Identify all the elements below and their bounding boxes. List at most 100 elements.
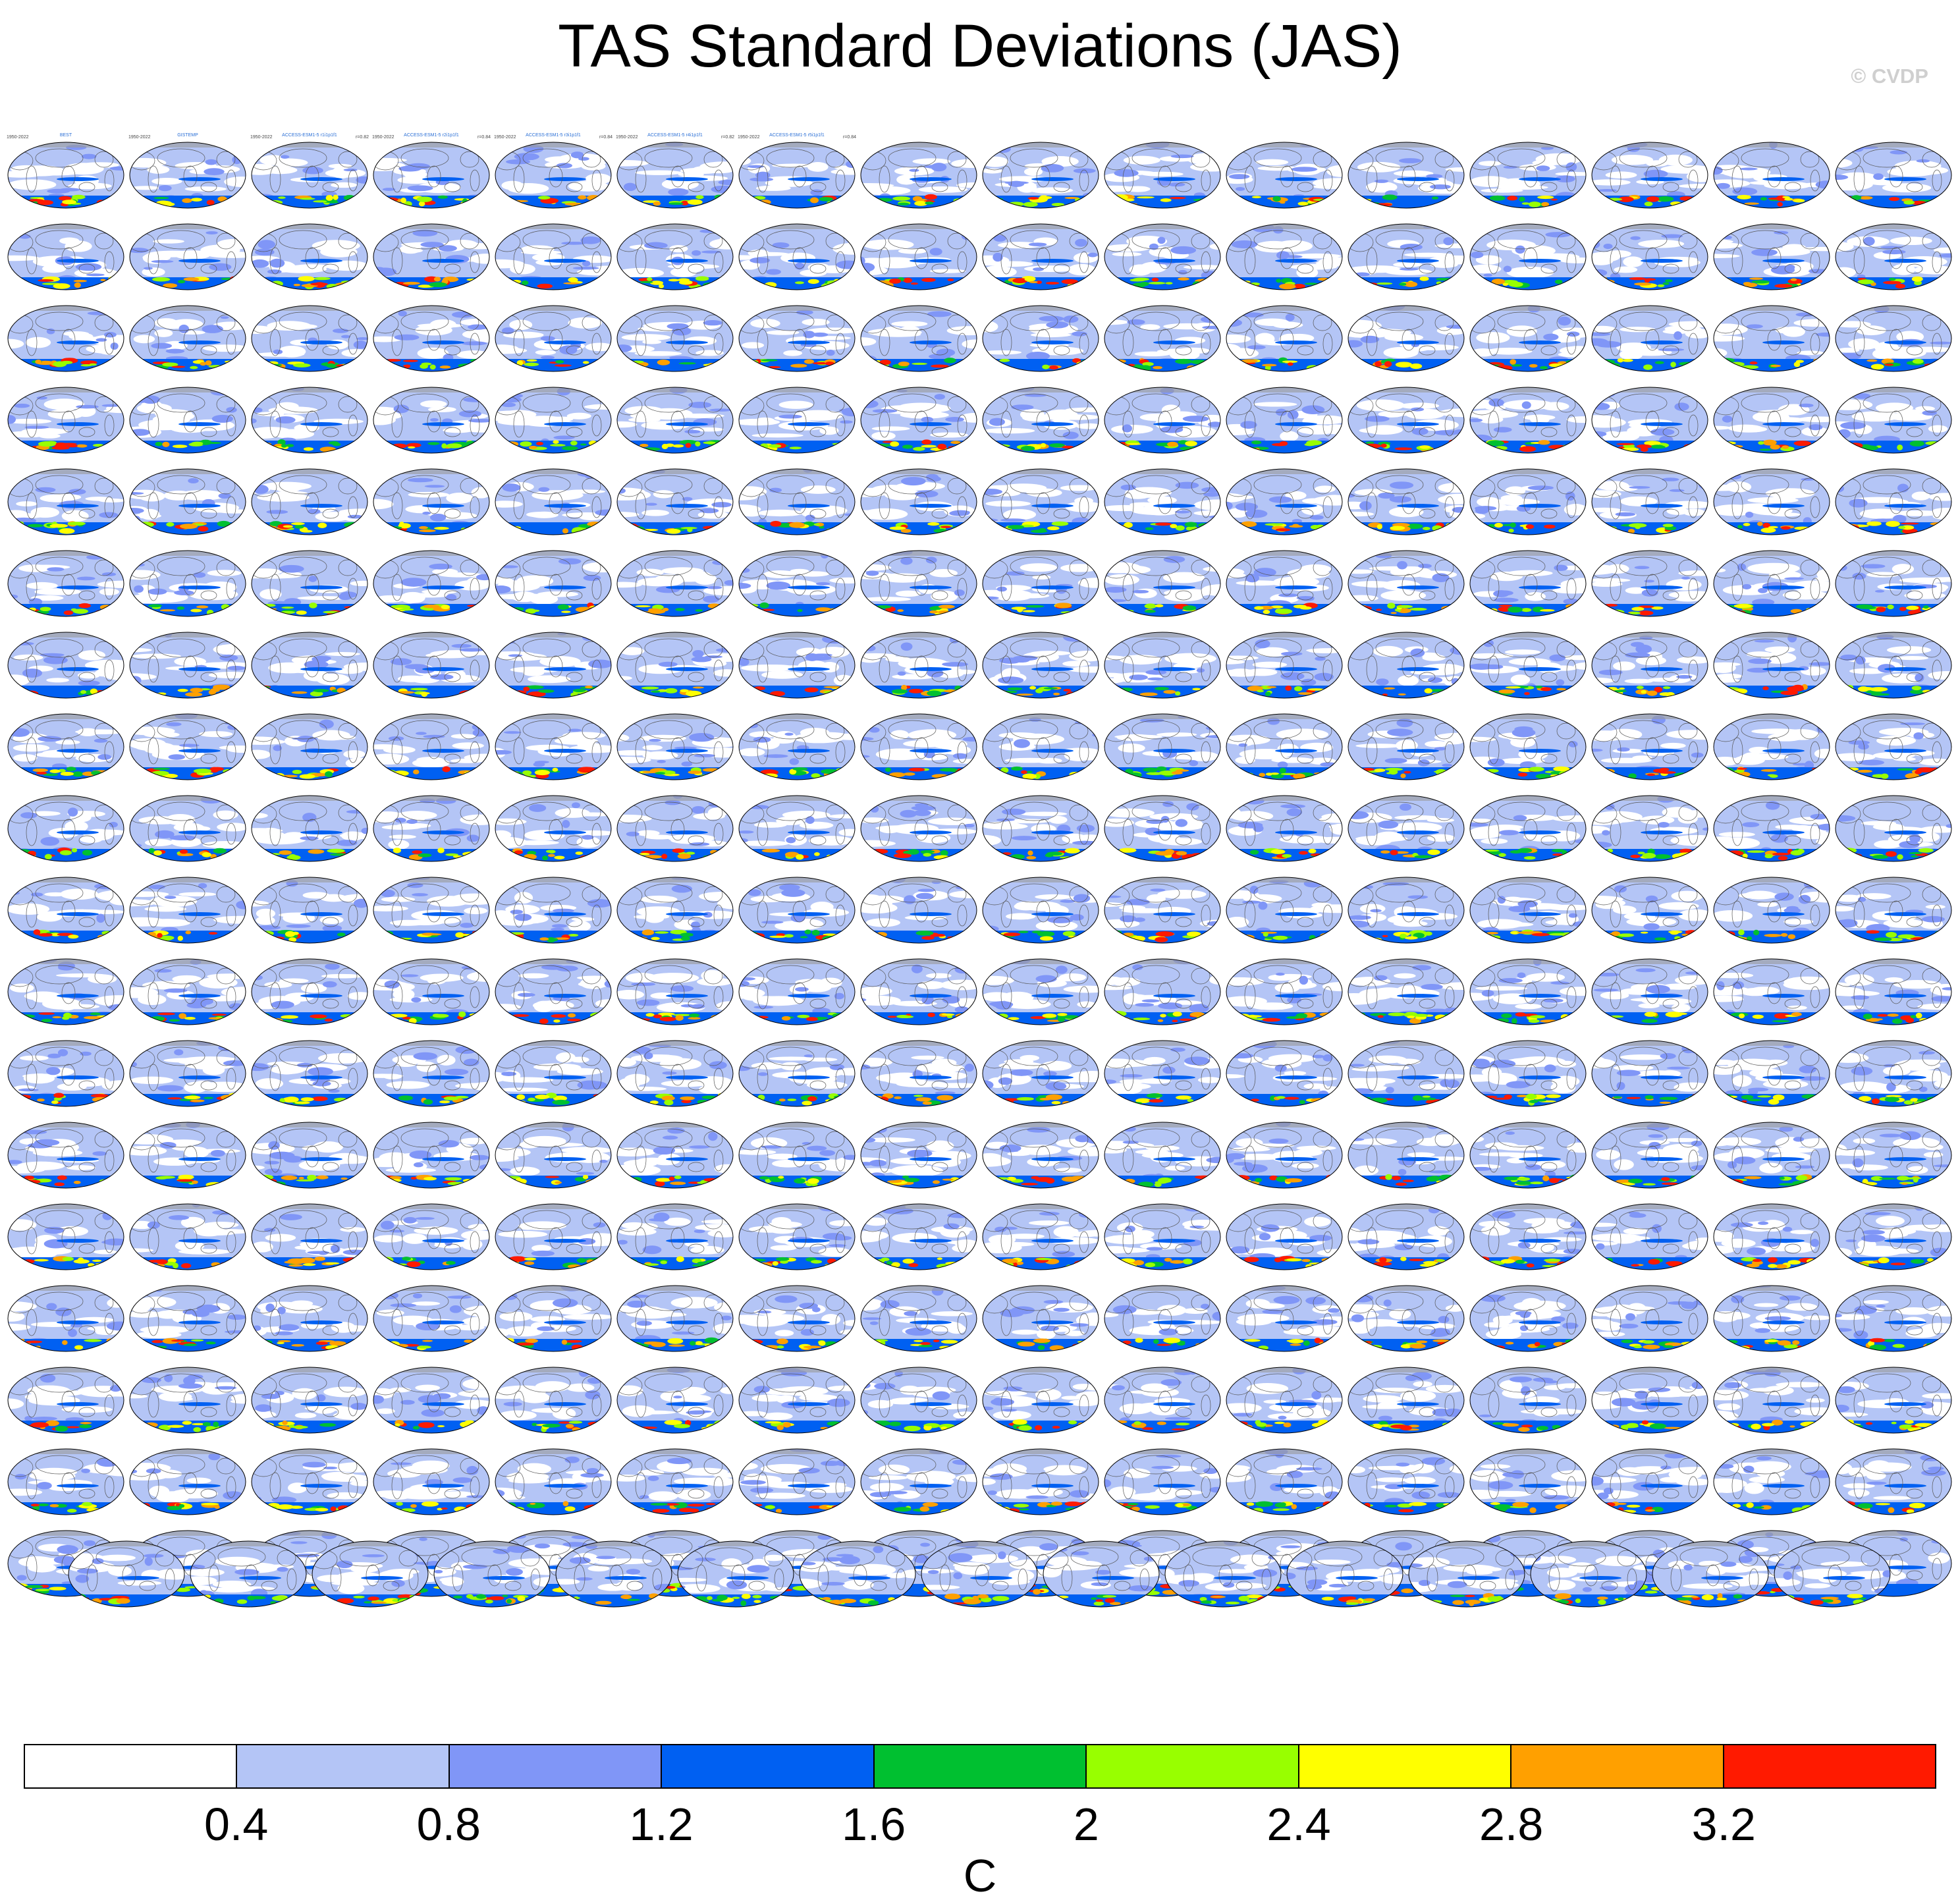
high-variance-patch bbox=[599, 364, 611, 369]
coastline bbox=[1158, 247, 1172, 269]
high-variance-patch bbox=[649, 281, 664, 285]
low-variance-patch bbox=[1290, 253, 1342, 259]
high-variance-patch bbox=[1792, 684, 1804, 690]
coastline bbox=[825, 151, 845, 168]
field-patch bbox=[78, 680, 100, 686]
field-patch bbox=[1348, 340, 1363, 348]
field-patch bbox=[1494, 597, 1519, 603]
arctic-mask bbox=[1470, 224, 1586, 229]
field-patch bbox=[691, 656, 712, 663]
coastline bbox=[148, 737, 159, 765]
coastline bbox=[635, 492, 647, 520]
coastline bbox=[1556, 641, 1576, 658]
high-variance-patch bbox=[1207, 278, 1220, 284]
enso-tongue bbox=[1031, 504, 1074, 508]
coastline bbox=[1175, 182, 1192, 192]
low-variance-patch bbox=[268, 662, 312, 674]
map-border bbox=[495, 632, 612, 699]
low-variance-patch bbox=[1226, 493, 1245, 503]
high-variance-patch bbox=[1384, 687, 1396, 690]
high-variance-patch bbox=[1510, 359, 1517, 365]
high-variance-patch bbox=[360, 280, 368, 285]
coastline bbox=[522, 393, 571, 413]
high-variance-patch bbox=[90, 688, 98, 695]
field-patch bbox=[226, 406, 237, 413]
high-variance-patch bbox=[861, 447, 877, 450]
high-variance-patch bbox=[1229, 443, 1241, 450]
high-variance-patch bbox=[912, 362, 927, 366]
low-variance-patch bbox=[739, 418, 780, 426]
high-variance-patch bbox=[1569, 527, 1585, 531]
coastline bbox=[1566, 414, 1577, 437]
high-variance-patch bbox=[1254, 606, 1264, 610]
coastline bbox=[427, 492, 441, 514]
low-variance-patch bbox=[40, 494, 76, 503]
high-variance-patch bbox=[1454, 279, 1464, 283]
high-variance-patch bbox=[1455, 692, 1462, 695]
coastline bbox=[766, 557, 815, 576]
field-patch bbox=[468, 324, 488, 330]
low-variance-patch bbox=[956, 182, 977, 188]
coastline bbox=[635, 247, 647, 275]
arctic-mask bbox=[1836, 551, 1951, 556]
high-variance-patch bbox=[219, 448, 234, 452]
low-variance-patch bbox=[1297, 425, 1338, 435]
high-variance-patch bbox=[1838, 362, 1847, 367]
low-variance-patch bbox=[895, 590, 921, 597]
high-variance-patch bbox=[398, 523, 411, 529]
arctic-mask bbox=[1104, 224, 1220, 229]
low-variance-patch bbox=[252, 738, 286, 745]
low-variance-patch bbox=[1592, 179, 1631, 186]
map-svg bbox=[7, 468, 124, 535]
high-variance-patch bbox=[739, 362, 752, 367]
coastline bbox=[1444, 578, 1455, 600]
high-variance-patch bbox=[1444, 282, 1454, 286]
coastline bbox=[157, 557, 205, 576]
enso-tongue bbox=[1519, 504, 1561, 508]
high-variance-patch bbox=[1565, 526, 1580, 528]
low-variance-patch bbox=[1438, 495, 1464, 504]
field-patch bbox=[76, 404, 99, 409]
coastline bbox=[391, 410, 403, 438]
map-svg bbox=[1348, 223, 1465, 290]
field-patch bbox=[308, 576, 317, 582]
low-variance-patch bbox=[412, 758, 450, 768]
coastline bbox=[914, 574, 929, 596]
high-variance-patch bbox=[1365, 441, 1375, 444]
low-variance-patch bbox=[404, 170, 427, 179]
southern-band bbox=[373, 767, 489, 780]
field-patch bbox=[35, 487, 56, 493]
map-panel bbox=[371, 215, 492, 296]
arctic-mask bbox=[252, 714, 368, 719]
coastline bbox=[94, 641, 114, 658]
map-svg bbox=[129, 468, 246, 535]
field-patch bbox=[1292, 519, 1303, 524]
high-variance-patch bbox=[89, 363, 97, 366]
map-border bbox=[1591, 468, 1708, 535]
map-border bbox=[1104, 468, 1221, 535]
map-svg bbox=[1591, 223, 1708, 290]
high-variance-patch bbox=[332, 443, 341, 447]
enso-tongue bbox=[1031, 585, 1074, 589]
coastline bbox=[35, 230, 84, 250]
low-variance-patch bbox=[1403, 252, 1453, 258]
low-variance-patch bbox=[1875, 402, 1913, 414]
map-svg bbox=[7, 713, 124, 780]
map-panel bbox=[614, 460, 736, 541]
arctic-mask bbox=[861, 306, 977, 311]
high-variance-patch bbox=[1808, 200, 1816, 205]
high-variance-patch bbox=[1760, 197, 1768, 201]
coastline bbox=[1863, 475, 1911, 495]
coastline bbox=[1741, 475, 1789, 495]
coastline bbox=[322, 345, 339, 356]
field-patch bbox=[934, 394, 945, 400]
field-patch bbox=[1235, 503, 1259, 511]
enso-tongue bbox=[1031, 259, 1074, 263]
high-variance-patch bbox=[1409, 363, 1423, 369]
high-variance-patch bbox=[531, 609, 540, 612]
enso-tongue bbox=[1397, 422, 1439, 426]
high-variance-patch bbox=[744, 442, 750, 448]
high-variance-patch bbox=[11, 770, 18, 774]
field-patch bbox=[1536, 165, 1550, 171]
enso-tongue bbox=[1153, 667, 1195, 671]
